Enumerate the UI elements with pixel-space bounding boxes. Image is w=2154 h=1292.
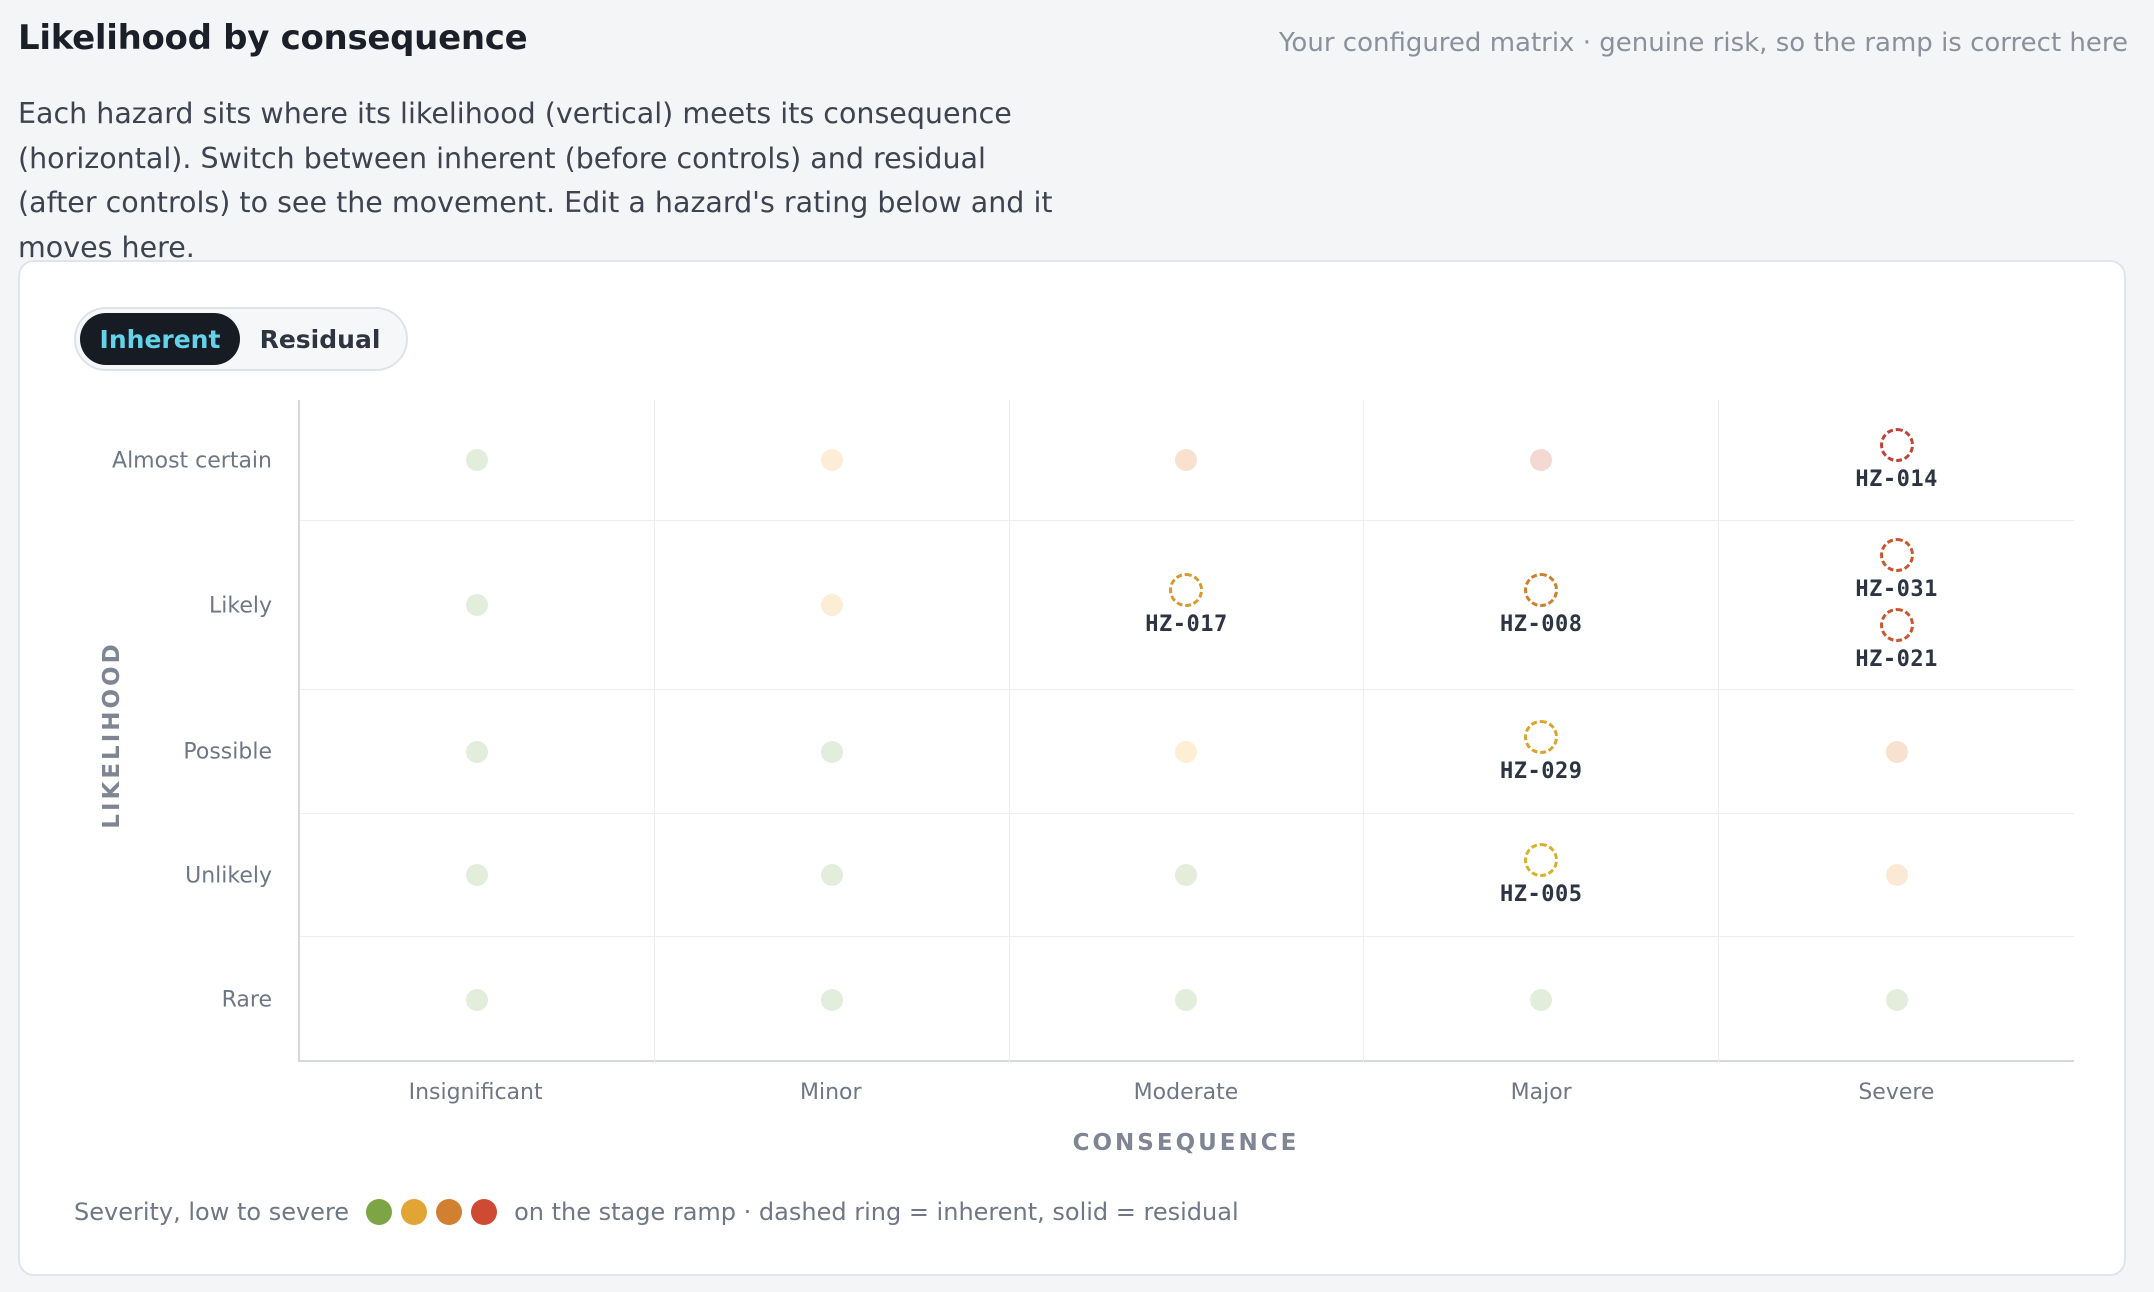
matrix-cell	[1364, 400, 1720, 521]
legend-swatch-icon	[436, 1199, 463, 1225]
legend-prefix: Severity, low to severe	[74, 1198, 350, 1226]
column-label: Minor	[800, 1080, 862, 1105]
row-label: Rare	[221, 987, 272, 1012]
severity-dot-icon	[820, 449, 843, 471]
matrix-cell	[300, 690, 655, 814]
severity-dot-icon	[465, 594, 488, 616]
hazard-marker[interactable]: HZ-014	[1855, 428, 1937, 492]
matrix-card: Inherent Residual LIKELIHOOD Almost cert…	[18, 260, 2126, 1276]
severity-dot-icon	[1530, 988, 1553, 1011]
severity-dot-icon	[820, 594, 843, 616]
column-label: Moderate	[1133, 1080, 1239, 1105]
hazard-ring-icon	[1524, 843, 1559, 877]
severity-dot-icon	[1530, 449, 1553, 471]
matrix-cell	[654, 814, 1010, 937]
severity-dot-icon	[465, 864, 488, 886]
page-description: Each hazard sits where its likelihood (v…	[18, 97, 1053, 264]
matrix-cell	[654, 690, 1010, 814]
row-label: Almost certain	[112, 448, 272, 473]
hazard-ring-icon	[1879, 538, 1914, 572]
hazard-ring-icon	[1524, 573, 1559, 607]
legend-swatch-icon	[366, 1199, 393, 1225]
column-label: Insignificant	[408, 1080, 543, 1105]
matrix-cell: HZ-005	[1364, 814, 1720, 937]
matrix-cell: HZ-029	[1364, 690, 1720, 814]
severity-dot-icon	[465, 988, 488, 1011]
hazard-marker[interactable]: HZ-008	[1500, 573, 1582, 637]
hazard-ring-icon	[1169, 573, 1204, 607]
severity-dot-icon	[820, 740, 843, 763]
toggle-residual-button[interactable]: Residual	[259, 324, 381, 354]
page-title: Likelihood by consequence	[18, 18, 528, 58]
row-label: Possible	[183, 739, 272, 765]
severity-dot-icon	[1885, 864, 1908, 886]
matrix-cell	[655, 937, 1010, 1062]
matrix-cell	[1009, 400, 1365, 521]
matrix-cell	[300, 521, 655, 690]
severity-legend: Severity, low to severe on the stage ram…	[74, 1198, 1239, 1226]
hazard-id-label: HZ-014	[1855, 467, 1938, 492]
matrix-cell	[654, 400, 1010, 521]
matrix-cell	[654, 521, 1010, 690]
matrix-cell	[1010, 937, 1365, 1062]
legend-swatch-icon	[401, 1199, 428, 1225]
matrix-cell: HZ-008	[1364, 521, 1720, 690]
column-label: Severe	[1858, 1080, 1935, 1105]
matrix-cell	[1719, 690, 2074, 814]
row-labels: Almost certain Likely Possible Unlikely Rare	[20, 400, 272, 1062]
hazard-ring-icon	[1879, 608, 1914, 642]
legend-suffix: on the stage ramp · dashed ring = inhere…	[514, 1198, 1239, 1226]
matrix-cell	[1719, 937, 2074, 1062]
matrix-cell	[1719, 814, 2074, 937]
matrix-cell	[300, 937, 655, 1062]
severity-dot-icon	[1175, 864, 1198, 886]
hazard-id-label: HZ-029	[1500, 758, 1583, 784]
matrix-note: Your configured matrix · genuine risk, s…	[1279, 28, 2128, 58]
matrix-cell	[300, 400, 655, 521]
hazard-ring-icon	[1524, 719, 1559, 754]
toggle-inherent-button[interactable]: Inherent	[80, 313, 240, 365]
severity-dot-icon	[465, 740, 488, 763]
severity-dot-icon	[1175, 740, 1198, 763]
severity-dot-icon	[820, 988, 843, 1011]
hazard-marker[interactable]: HZ-021	[1855, 608, 1937, 672]
hazard-id-label: HZ-008	[1500, 612, 1583, 637]
matrix-cell	[1009, 690, 1365, 814]
matrix-cell: HZ-017	[1009, 521, 1365, 690]
matrix-cell: HZ-014	[1719, 400, 2074, 521]
hazard-id-label: HZ-031	[1855, 577, 1938, 602]
view-toggle: Inherent Residual	[74, 307, 408, 371]
hazard-id-label: HZ-005	[1500, 882, 1583, 907]
column-labels: Insignificant Minor Moderate Major Severe	[298, 1080, 2074, 1105]
matrix-cell	[1009, 814, 1365, 937]
hazard-ring-icon	[1879, 428, 1914, 462]
x-axis-title: CONSEQUENCE	[1072, 1130, 1300, 1156]
severity-dot-icon	[1885, 740, 1908, 763]
severity-dot-icon	[1885, 988, 1908, 1011]
severity-dot-icon	[820, 864, 843, 886]
hazard-marker[interactable]: HZ-005	[1500, 843, 1582, 907]
column-label: Major	[1510, 1080, 1572, 1105]
hazard-id-label: HZ-021	[1855, 647, 1938, 672]
row-label: Unlikely	[185, 863, 272, 888]
risk-matrix-grid: HZ-014 HZ-017 HZ-008 HZ-031 HZ-021 HZ-029 HZ-0…	[298, 400, 2074, 1062]
severity-dot-icon	[1175, 449, 1198, 471]
matrix-cell	[300, 814, 655, 937]
row-label: Likely	[209, 593, 272, 618]
hazard-marker[interactable]: HZ-031	[1855, 538, 1937, 602]
matrix-cell: HZ-031 HZ-021	[1719, 521, 2074, 690]
hazard-marker[interactable]: HZ-017	[1145, 573, 1227, 637]
matrix-cell	[1364, 937, 1720, 1062]
hazard-marker[interactable]: HZ-029	[1500, 719, 1583, 784]
hazard-id-label: HZ-017	[1145, 612, 1228, 637]
severity-dot-icon	[1175, 988, 1198, 1011]
severity-dot-icon	[465, 449, 488, 471]
legend-swatch-icon	[471, 1199, 498, 1225]
